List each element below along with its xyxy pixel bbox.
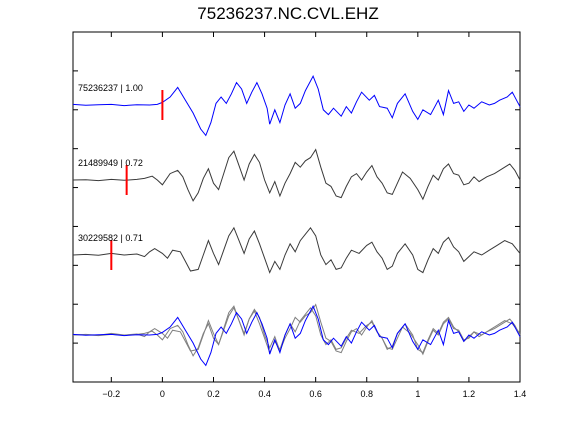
trace-line <box>72 75 521 137</box>
x-tick-label: 0.4 <box>258 389 271 399</box>
chart-marks: −0.2 0 0.2 0.4 0.6 0.8 1 1.2 1.4 75236237 | 1.00 2… <box>72 32 527 399</box>
plot-frame <box>72 31 521 383</box>
overlay-trace-line <box>72 303 521 357</box>
x-tick-label: 1.2 <box>463 389 476 399</box>
chart-title: 75236237.NC.CVL.EHZ <box>197 4 379 23</box>
x-tick-label: 0 <box>160 389 165 399</box>
trace-line <box>72 148 521 202</box>
trace-line <box>72 226 521 274</box>
overlay-trace-line <box>72 305 521 367</box>
x-tick-label: 1 <box>415 389 420 399</box>
x-tick-label: 0.6 <box>309 389 322 399</box>
trace-label: 75236237 | 1.00 <box>78 83 143 93</box>
x-tick-label: −0.2 <box>102 389 120 399</box>
trace-label: 21489949 | 0.72 <box>78 158 143 168</box>
x-tick-label: 1.4 <box>514 389 527 399</box>
overlay-trace-line <box>72 306 521 354</box>
x-tick-label: 0.2 <box>207 389 220 399</box>
trace-label: 30229582 | 0.71 <box>78 233 143 243</box>
x-tick-label: 0.8 <box>360 389 373 399</box>
